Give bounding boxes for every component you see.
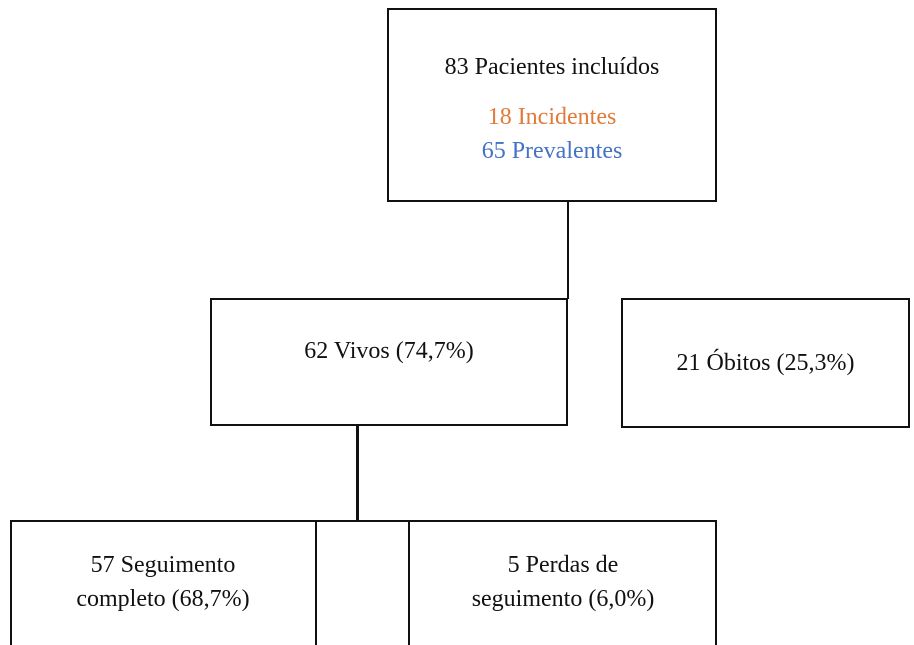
node-alive: 62 Vivos (74,7%) [210,298,568,426]
node-text: completo (68,7%) [76,586,250,612]
node-complete: 57 Seguimento completo (68,7%) [10,520,316,640]
node-lost: 5 Perdas de seguimento (6,0%) [410,520,716,640]
connector [356,424,359,521]
node-subtext: 65 Prevalentes [481,138,623,164]
node-subtext: 18 Incidentes [487,104,617,130]
node-deaths: 21 Óbitos (25,3%) [621,298,910,428]
node-text: 5 Perdas de [507,552,619,578]
node-text: seguimento (6,0%) [471,586,655,612]
node-included: 83 Pacientes incluídos 18 Incidentes 65 … [387,8,717,202]
node-text: 83 Pacientes incluídos [444,54,660,80]
node-text: 62 Vivos (74,7%) [304,338,474,364]
node-text: 21 Óbitos (25,3%) [676,350,855,376]
node-text: 57 Seguimento [90,552,236,578]
connector [567,200,569,299]
bottom-frame [10,520,717,645]
divider [408,520,410,645]
divider [315,520,317,645]
